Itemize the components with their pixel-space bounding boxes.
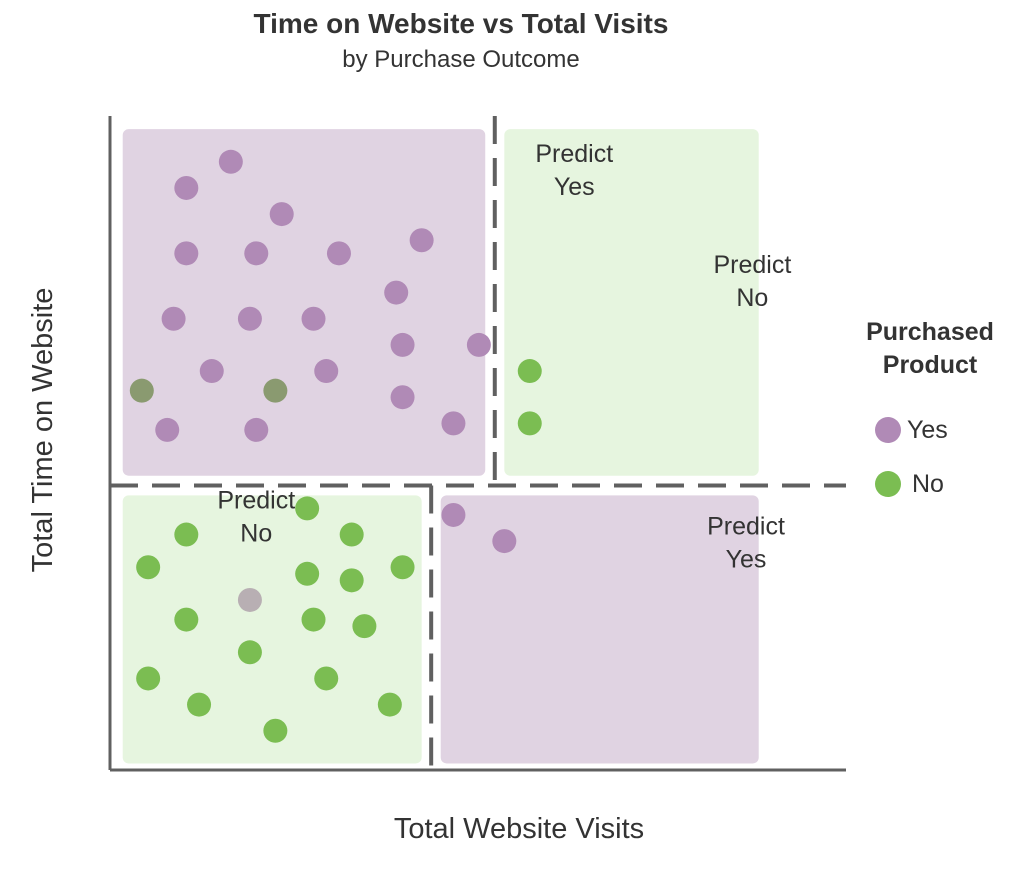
region-label-3-line-2: No	[240, 519, 272, 547]
point-no-7	[295, 561, 320, 586]
chart-subtitle: by Purchase Outcome	[342, 46, 580, 73]
point-yes-16	[390, 385, 415, 410]
legend-item-no: No	[875, 469, 944, 498]
legend-title-line-1: Purchased	[866, 318, 994, 346]
point-yes-3	[269, 202, 294, 227]
x-axis-label: Total Website Visits	[394, 813, 644, 845]
point-no-4	[174, 522, 199, 547]
point-no-8	[339, 568, 364, 593]
point-yes-8	[384, 280, 409, 305]
point-no-3	[295, 496, 320, 521]
region-label-1-line-2: Yes	[554, 173, 595, 201]
point-no-5	[339, 522, 364, 547]
point-yes-13	[466, 332, 491, 357]
region-label-3-line-1: Predict	[217, 486, 295, 514]
region-label-2-line-2: No	[736, 284, 768, 312]
legend-marker-no	[875, 471, 901, 497]
point-no-10	[174, 607, 199, 632]
point-misclassified-2	[263, 378, 288, 403]
point-yes-5	[244, 241, 269, 266]
point-yes-12	[390, 332, 415, 357]
point-yes-21	[492, 529, 517, 554]
region-2	[504, 129, 759, 476]
point-no-1	[517, 359, 542, 384]
point-yes-2	[174, 175, 199, 200]
legend-title-line-2: Product	[882, 351, 978, 379]
point-no-14	[136, 666, 161, 691]
point-yes-6	[326, 241, 351, 266]
point-no-12	[352, 614, 377, 639]
point-yes-15	[314, 359, 339, 384]
point-no-9	[390, 555, 415, 580]
point-no-11	[301, 607, 326, 632]
point-yes-9	[161, 306, 186, 331]
point-no-17	[377, 692, 402, 717]
point-no-16	[187, 692, 212, 717]
region-label-2-line-1: Predict	[713, 251, 791, 279]
point-yes-4	[174, 241, 199, 266]
legend-label-yes: Yes	[907, 415, 948, 444]
point-yes-20	[441, 502, 466, 527]
point-no-2	[517, 411, 542, 436]
point-no-6	[136, 555, 161, 580]
y-axis-label: Total Time on Website	[27, 288, 59, 573]
point-yes-11	[301, 306, 326, 331]
legend-marker-yes	[875, 417, 901, 443]
region-label-1-line-1: Predict	[535, 140, 613, 168]
chart-title: Time on Website vs Total Visits	[253, 8, 669, 39]
point-no-15	[314, 666, 339, 691]
region-4	[440, 495, 759, 764]
point-yes-19	[244, 417, 269, 442]
point-yes-17	[441, 411, 466, 436]
point-unknown-1	[237, 587, 262, 612]
legend-title: Purchased Product	[846, 316, 1014, 382]
legend-label-no: No	[912, 469, 944, 498]
point-no-18	[263, 718, 288, 743]
region-label-4-line-1: Predict	[707, 513, 785, 541]
point-yes-7	[409, 228, 434, 253]
point-misclassified-1	[129, 378, 154, 403]
region-label-4-line-2: Yes	[726, 546, 767, 574]
point-yes-18	[155, 417, 180, 442]
point-no-13	[237, 640, 262, 665]
point-yes-10	[237, 306, 262, 331]
point-yes-14	[199, 359, 224, 384]
point-yes-1	[218, 149, 243, 174]
legend-item-yes: Yes	[875, 415, 948, 444]
